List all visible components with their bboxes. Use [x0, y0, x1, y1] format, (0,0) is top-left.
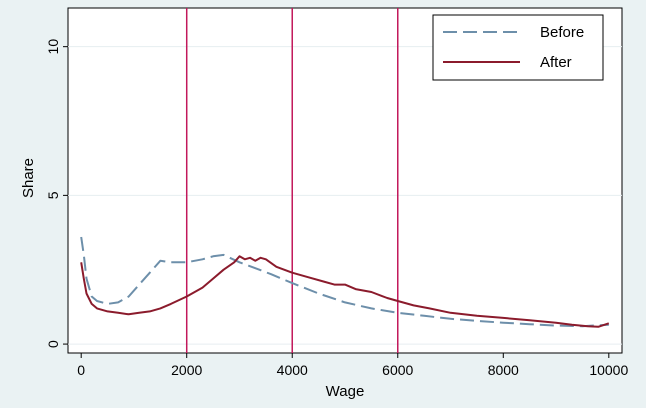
- x-axis-label: Wage: [326, 383, 365, 400]
- y-axis-label: Share: [20, 158, 37, 198]
- legend-box: [432, 14, 604, 81]
- series-lines: [80, 236, 610, 328]
- y-tick-label: 10: [45, 39, 61, 55]
- series-line-after: [80, 255, 610, 328]
- x-tick-label: 10000: [589, 362, 628, 378]
- legend: Before After: [432, 14, 604, 81]
- series-line-before: [80, 236, 609, 328]
- y-tick-label: 5: [45, 191, 61, 199]
- x-tick-label: 0: [77, 362, 85, 378]
- x-tick-label: 6000: [382, 362, 413, 378]
- axes: 0 2000 4000 6000 8000 10000 0 5 10: [45, 39, 628, 378]
- legend-before-label: Before: [540, 24, 584, 41]
- x-tick-label: 8000: [488, 362, 519, 378]
- y-tick-label: 0: [45, 340, 61, 348]
- x-tick-label: 2000: [171, 362, 202, 378]
- legend-after-label: After: [540, 54, 572, 71]
- x-tick-label: 4000: [277, 362, 308, 378]
